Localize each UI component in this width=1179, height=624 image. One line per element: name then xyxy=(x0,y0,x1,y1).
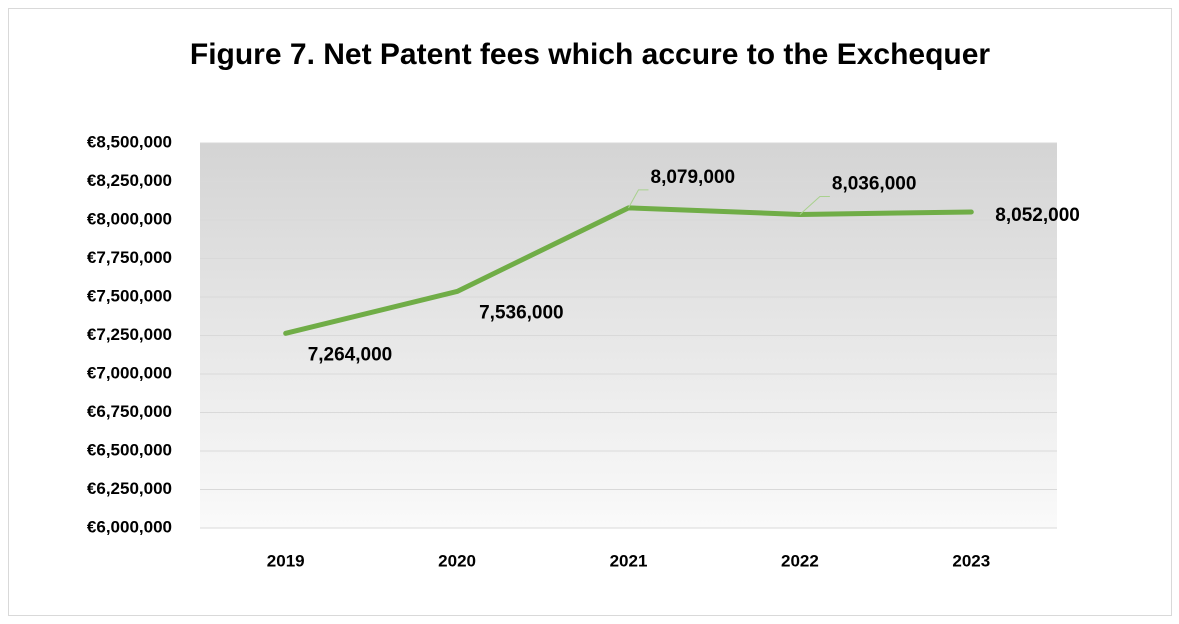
data-label: 8,079,000 xyxy=(651,167,736,188)
y-tick-label: €6,250,000 xyxy=(87,479,172,498)
x-tick-label: 2020 xyxy=(438,551,476,570)
y-tick-label: €6,750,000 xyxy=(87,402,172,421)
y-tick-label: €7,500,000 xyxy=(87,286,172,305)
x-tick-label: 2022 xyxy=(781,551,819,570)
y-tick-label: €7,750,000 xyxy=(87,248,172,267)
data-label: 8,052,000 xyxy=(995,205,1080,226)
chart-title: Figure 7. Net Patent fees which accure t… xyxy=(190,38,991,71)
y-tick-label: €7,250,000 xyxy=(87,325,172,344)
leader-line xyxy=(628,189,649,209)
y-tick-label: €8,500,000 xyxy=(87,132,172,151)
data-label: 8,036,000 xyxy=(832,173,917,194)
x-tick-label: 2023 xyxy=(952,551,990,570)
y-tick-label: €8,250,000 xyxy=(87,171,172,190)
y-tick-label: €8,000,000 xyxy=(87,209,172,228)
leader-line xyxy=(799,195,830,215)
x-tick-label: 2021 xyxy=(610,551,648,570)
y-tick-label: €6,500,000 xyxy=(87,440,172,459)
y-tick-label: €7,000,000 xyxy=(87,363,172,382)
y-tick-label: €6,000,000 xyxy=(87,517,172,536)
data-label: 7,264,000 xyxy=(308,344,393,365)
x-tick-label: 2019 xyxy=(267,551,305,570)
data-label: 7,536,000 xyxy=(479,302,564,323)
